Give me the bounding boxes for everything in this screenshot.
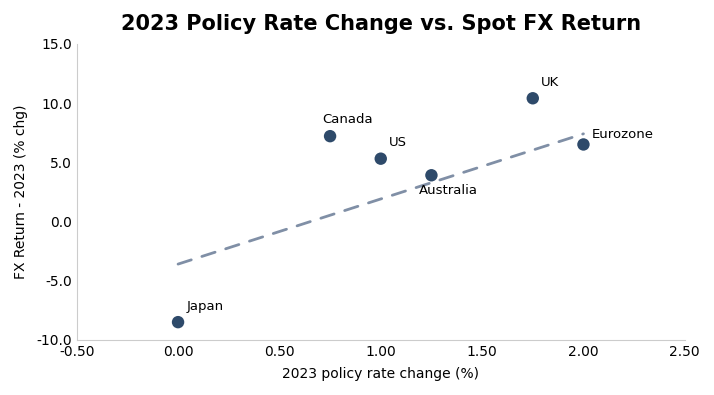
Text: Japan: Japan [186,300,223,313]
Point [375,156,386,162]
Text: US: US [389,136,407,149]
Text: Eurozone: Eurozone [592,128,653,141]
X-axis label: 2023 policy rate change (%): 2023 policy rate change (%) [282,367,479,381]
Y-axis label: FX Return - 2023 (% chg): FX Return - 2023 (% chg) [14,105,28,279]
Point [324,133,336,139]
Title: 2023 Policy Rate Change vs. Spot FX Return: 2023 Policy Rate Change vs. Spot FX Retu… [121,14,641,34]
Point [172,319,183,325]
Text: UK: UK [541,76,559,89]
Point [527,95,538,102]
Text: Australia: Australia [419,184,478,197]
Point [578,141,589,148]
Text: Canada: Canada [322,113,373,126]
Point [426,172,437,179]
